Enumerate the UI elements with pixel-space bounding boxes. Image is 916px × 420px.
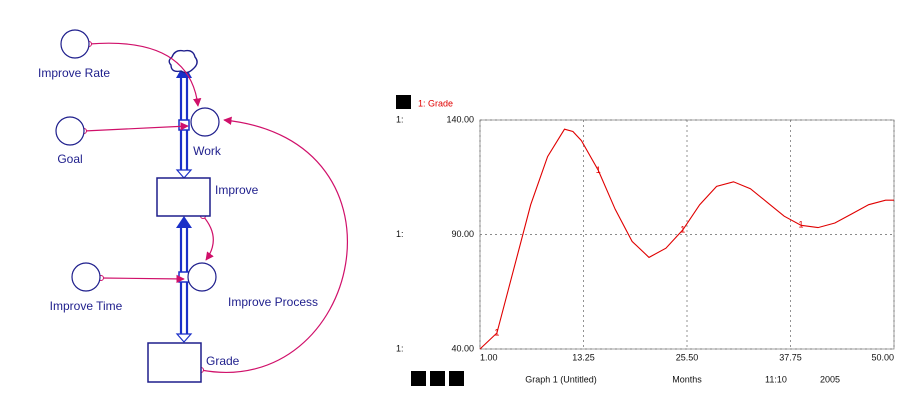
axis-prefix: 1: — [396, 229, 404, 239]
line-marker: 1 — [494, 327, 499, 337]
converter[interactable] — [190, 107, 220, 137]
line-marker: 1 — [799, 220, 804, 230]
converter[interactable] — [187, 262, 217, 292]
converter[interactable] — [71, 262, 101, 292]
x-tick-label: 25.50 — [676, 352, 699, 362]
x-tick-label: 13.25 — [572, 352, 595, 362]
toolbar-button[interactable] — [449, 371, 464, 386]
node-label: Improve Time — [50, 299, 123, 313]
stock[interactable] — [156, 177, 211, 217]
node-label: Improve — [215, 183, 259, 197]
toolbar-button[interactable] — [411, 371, 426, 386]
y-tick-label: 140.00 — [446, 114, 474, 124]
y-tick-label: 90.00 — [451, 229, 474, 239]
node-label: Improve Process — [228, 295, 318, 309]
stock[interactable] — [147, 342, 202, 383]
x-axis-label: Months — [672, 374, 702, 384]
axis-prefix: 1: — [396, 343, 404, 353]
x-tick-label: 1.00 — [480, 352, 498, 362]
line-marker: 1 — [680, 224, 685, 234]
x-tick-label: 50.00 — [871, 352, 894, 362]
node-label: Grade — [206, 354, 240, 368]
node-label: Improve Rate — [38, 66, 110, 80]
footer-date: 2005 — [820, 374, 840, 384]
y-tick-label: 40.00 — [451, 343, 474, 353]
connectors — [81, 41, 348, 373]
axis-prefix: 1: — [396, 114, 404, 124]
graph-name: Graph 1 (Untitled) — [525, 374, 597, 384]
footer-time: 11:10 — [765, 374, 787, 384]
node-label: Work — [193, 144, 222, 158]
toolbar-button[interactable] — [430, 371, 445, 386]
plot: 40.00 1: 90.00 1: 140.00 1: 1.00 13.25 25.50 37.7… — [396, 114, 895, 362]
line-marker: 1 — [596, 165, 601, 175]
x-tick-label: 37.75 — [779, 352, 802, 362]
converter[interactable] — [55, 116, 85, 146]
data-line — [479, 128, 894, 350]
legend-swatch[interactable] — [396, 95, 411, 109]
node-label: Goal — [57, 152, 82, 166]
converter[interactable] — [60, 29, 90, 59]
legend-label: 1: Grade — [418, 98, 453, 108]
